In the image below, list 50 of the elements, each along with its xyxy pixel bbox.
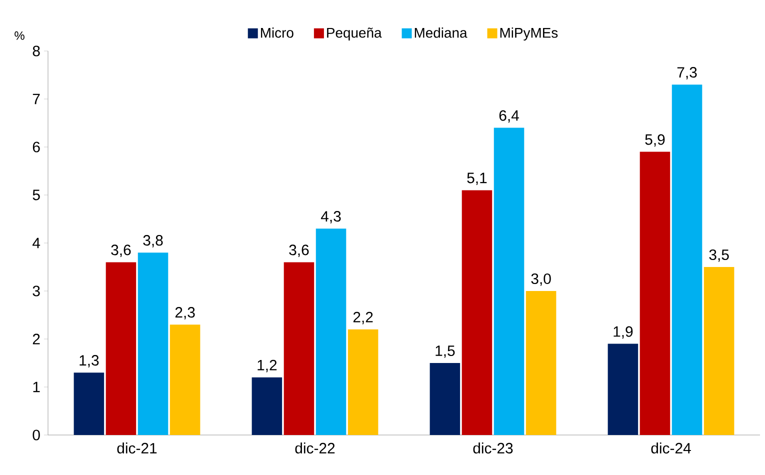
bar xyxy=(462,190,492,435)
x-tick-label: dic-21 xyxy=(117,442,157,454)
data-label: 1,9 xyxy=(614,326,633,339)
bar xyxy=(608,344,638,435)
data-label: 3,5 xyxy=(709,249,729,262)
data-label: 1,2 xyxy=(258,360,277,372)
bar xyxy=(704,267,734,435)
legend-label: Pequeña xyxy=(327,28,382,40)
legend-label: Mediana xyxy=(414,28,468,38)
data-label: 3,6 xyxy=(289,244,309,257)
data-label: 5,1 xyxy=(467,172,487,185)
bar xyxy=(316,228,346,435)
x-tick-label: dic-22 xyxy=(295,442,335,454)
x-tick-label: dic-24 xyxy=(651,442,691,454)
bar xyxy=(284,262,314,435)
y-axis-title: % xyxy=(14,31,24,40)
bar xyxy=(494,128,524,435)
data-label: 2,3 xyxy=(175,307,195,320)
data-label: 2,2 xyxy=(353,312,373,324)
legend-label: Micro xyxy=(261,28,294,38)
data-label: 3,6 xyxy=(111,244,131,257)
data-label: 4,3 xyxy=(320,211,341,224)
data-label: 1,3 xyxy=(80,355,99,368)
y-tick-label: 1 xyxy=(33,382,40,392)
data-label: 5,9 xyxy=(645,134,665,147)
y-tick-label: 2 xyxy=(32,334,40,344)
y-tick-label: 3 xyxy=(32,286,40,296)
bar xyxy=(138,252,168,435)
bar xyxy=(430,363,460,435)
x-tick-label: dic-23 xyxy=(473,442,513,454)
data-label: 3,0 xyxy=(531,273,551,286)
bar xyxy=(74,372,104,435)
bar xyxy=(640,152,670,435)
data-label: 1,5 xyxy=(436,346,455,358)
y-tick-label: 0 xyxy=(32,430,40,440)
legend-label: MiPyMEs xyxy=(500,28,558,41)
y-tick-label: 4 xyxy=(32,238,40,248)
bar xyxy=(252,377,282,435)
y-tick-label: 8 xyxy=(32,46,40,56)
data-label: 7,3 xyxy=(677,67,697,80)
y-tick-label: 7 xyxy=(32,94,40,104)
bar xyxy=(526,291,556,435)
y-tick-label: 5 xyxy=(32,190,40,200)
y-tick-label: 6 xyxy=(32,142,40,152)
bar xyxy=(348,329,378,435)
bar xyxy=(672,84,702,435)
bar xyxy=(106,262,136,435)
bar xyxy=(170,324,200,435)
data-label: 6,4 xyxy=(499,110,519,123)
data-label: 3,8 xyxy=(143,235,163,248)
